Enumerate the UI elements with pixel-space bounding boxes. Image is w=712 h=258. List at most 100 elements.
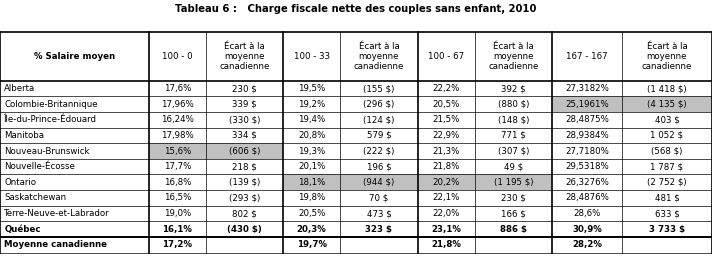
Bar <box>622 190 712 206</box>
Bar <box>283 237 340 253</box>
Bar <box>553 32 622 81</box>
Text: 1 787 $: 1 787 $ <box>650 162 684 171</box>
Bar <box>475 128 553 143</box>
Bar <box>0 81 149 96</box>
Bar <box>0 159 149 174</box>
Bar <box>418 159 475 174</box>
Bar <box>283 174 340 190</box>
Bar <box>149 128 206 143</box>
Text: Moyenne canadienne: Moyenne canadienne <box>4 240 108 249</box>
Bar <box>206 112 283 128</box>
Bar <box>475 174 553 190</box>
Bar <box>475 96 553 112</box>
Text: 230 $: 230 $ <box>232 84 257 93</box>
Text: (296 $): (296 $) <box>363 100 394 109</box>
Bar <box>283 112 340 128</box>
Bar <box>475 143 553 159</box>
Bar <box>149 32 206 81</box>
Text: 16,8%: 16,8% <box>164 178 191 187</box>
Bar <box>340 32 418 81</box>
Bar <box>340 81 418 96</box>
Text: 886 $: 886 $ <box>500 225 527 234</box>
Bar <box>206 81 283 96</box>
Text: 16,24%: 16,24% <box>161 115 194 124</box>
Bar <box>283 96 340 112</box>
Text: (222 $): (222 $) <box>363 147 394 156</box>
Bar <box>553 221 622 237</box>
Text: (293 $): (293 $) <box>229 194 260 203</box>
Text: (4 135 $): (4 135 $) <box>647 100 686 109</box>
Bar <box>340 159 418 174</box>
Text: 22,1%: 22,1% <box>432 194 460 203</box>
Bar <box>149 221 206 237</box>
Bar <box>340 190 418 206</box>
Bar <box>553 128 622 143</box>
Bar <box>622 96 712 112</box>
Text: 28,4876%: 28,4876% <box>565 194 609 203</box>
Text: Terre-Neuve-et-Labrador: Terre-Neuve-et-Labrador <box>4 209 110 218</box>
Text: (155 $): (155 $) <box>363 84 394 93</box>
Bar <box>283 221 340 237</box>
Text: 28,9384%: 28,9384% <box>565 131 609 140</box>
Bar <box>340 128 418 143</box>
Bar <box>149 190 206 206</box>
Bar <box>340 206 418 221</box>
Bar <box>622 237 712 253</box>
Text: 403 $: 403 $ <box>654 115 679 124</box>
Bar <box>206 128 283 143</box>
Text: 19,4%: 19,4% <box>298 115 325 124</box>
Bar <box>622 206 712 221</box>
Bar <box>340 237 418 253</box>
Bar <box>206 206 283 221</box>
Text: 27,3182%: 27,3182% <box>565 84 609 93</box>
Text: 323 $: 323 $ <box>365 225 392 234</box>
Text: (2 752 $): (2 752 $) <box>647 178 686 187</box>
Text: 19,2%: 19,2% <box>298 100 325 109</box>
Bar <box>340 112 418 128</box>
Bar <box>622 81 712 96</box>
Text: Nouvelle-Écosse: Nouvelle-Écosse <box>4 162 75 171</box>
Bar <box>340 221 418 237</box>
Text: 27,7180%: 27,7180% <box>565 147 609 156</box>
Text: 17,2%: 17,2% <box>162 240 192 249</box>
Text: 334 $: 334 $ <box>232 131 257 140</box>
Bar <box>0 32 149 81</box>
Bar <box>149 174 206 190</box>
Bar <box>0 190 149 206</box>
Text: 21,3%: 21,3% <box>432 147 460 156</box>
Text: 196 $: 196 $ <box>367 162 392 171</box>
Bar <box>622 128 712 143</box>
Text: 22,0%: 22,0% <box>432 209 460 218</box>
Text: 20,2%: 20,2% <box>432 178 460 187</box>
Text: 15,6%: 15,6% <box>164 147 191 156</box>
Bar <box>418 190 475 206</box>
Bar <box>0 112 149 128</box>
Bar <box>418 221 475 237</box>
Text: 339 $: 339 $ <box>232 100 257 109</box>
Bar <box>475 206 553 221</box>
Text: 70 $: 70 $ <box>370 194 389 203</box>
Text: 25,1961%: 25,1961% <box>565 100 609 109</box>
Text: Écart à la
moyenne
canadienne: Écart à la moyenne canadienne <box>642 42 692 71</box>
Text: 20,5%: 20,5% <box>432 100 460 109</box>
Bar <box>283 128 340 143</box>
Text: (1 418 $): (1 418 $) <box>647 84 686 93</box>
Bar <box>418 206 475 221</box>
Text: (430 $): (430 $) <box>227 225 262 234</box>
Text: 23,1%: 23,1% <box>431 225 461 234</box>
Bar <box>475 81 553 96</box>
Text: 19,7%: 19,7% <box>297 240 327 249</box>
Text: 579 $: 579 $ <box>367 131 392 140</box>
Bar <box>206 221 283 237</box>
Text: Manitoba: Manitoba <box>4 131 44 140</box>
Text: 19,5%: 19,5% <box>298 84 325 93</box>
Text: 17,7%: 17,7% <box>164 162 191 171</box>
Text: 771 $: 771 $ <box>501 131 525 140</box>
Bar <box>553 237 622 253</box>
Text: 17,6%: 17,6% <box>164 84 191 93</box>
Bar <box>283 143 340 159</box>
Bar <box>475 221 553 237</box>
Bar <box>340 174 418 190</box>
Text: 21,8%: 21,8% <box>431 240 461 249</box>
Bar <box>553 174 622 190</box>
